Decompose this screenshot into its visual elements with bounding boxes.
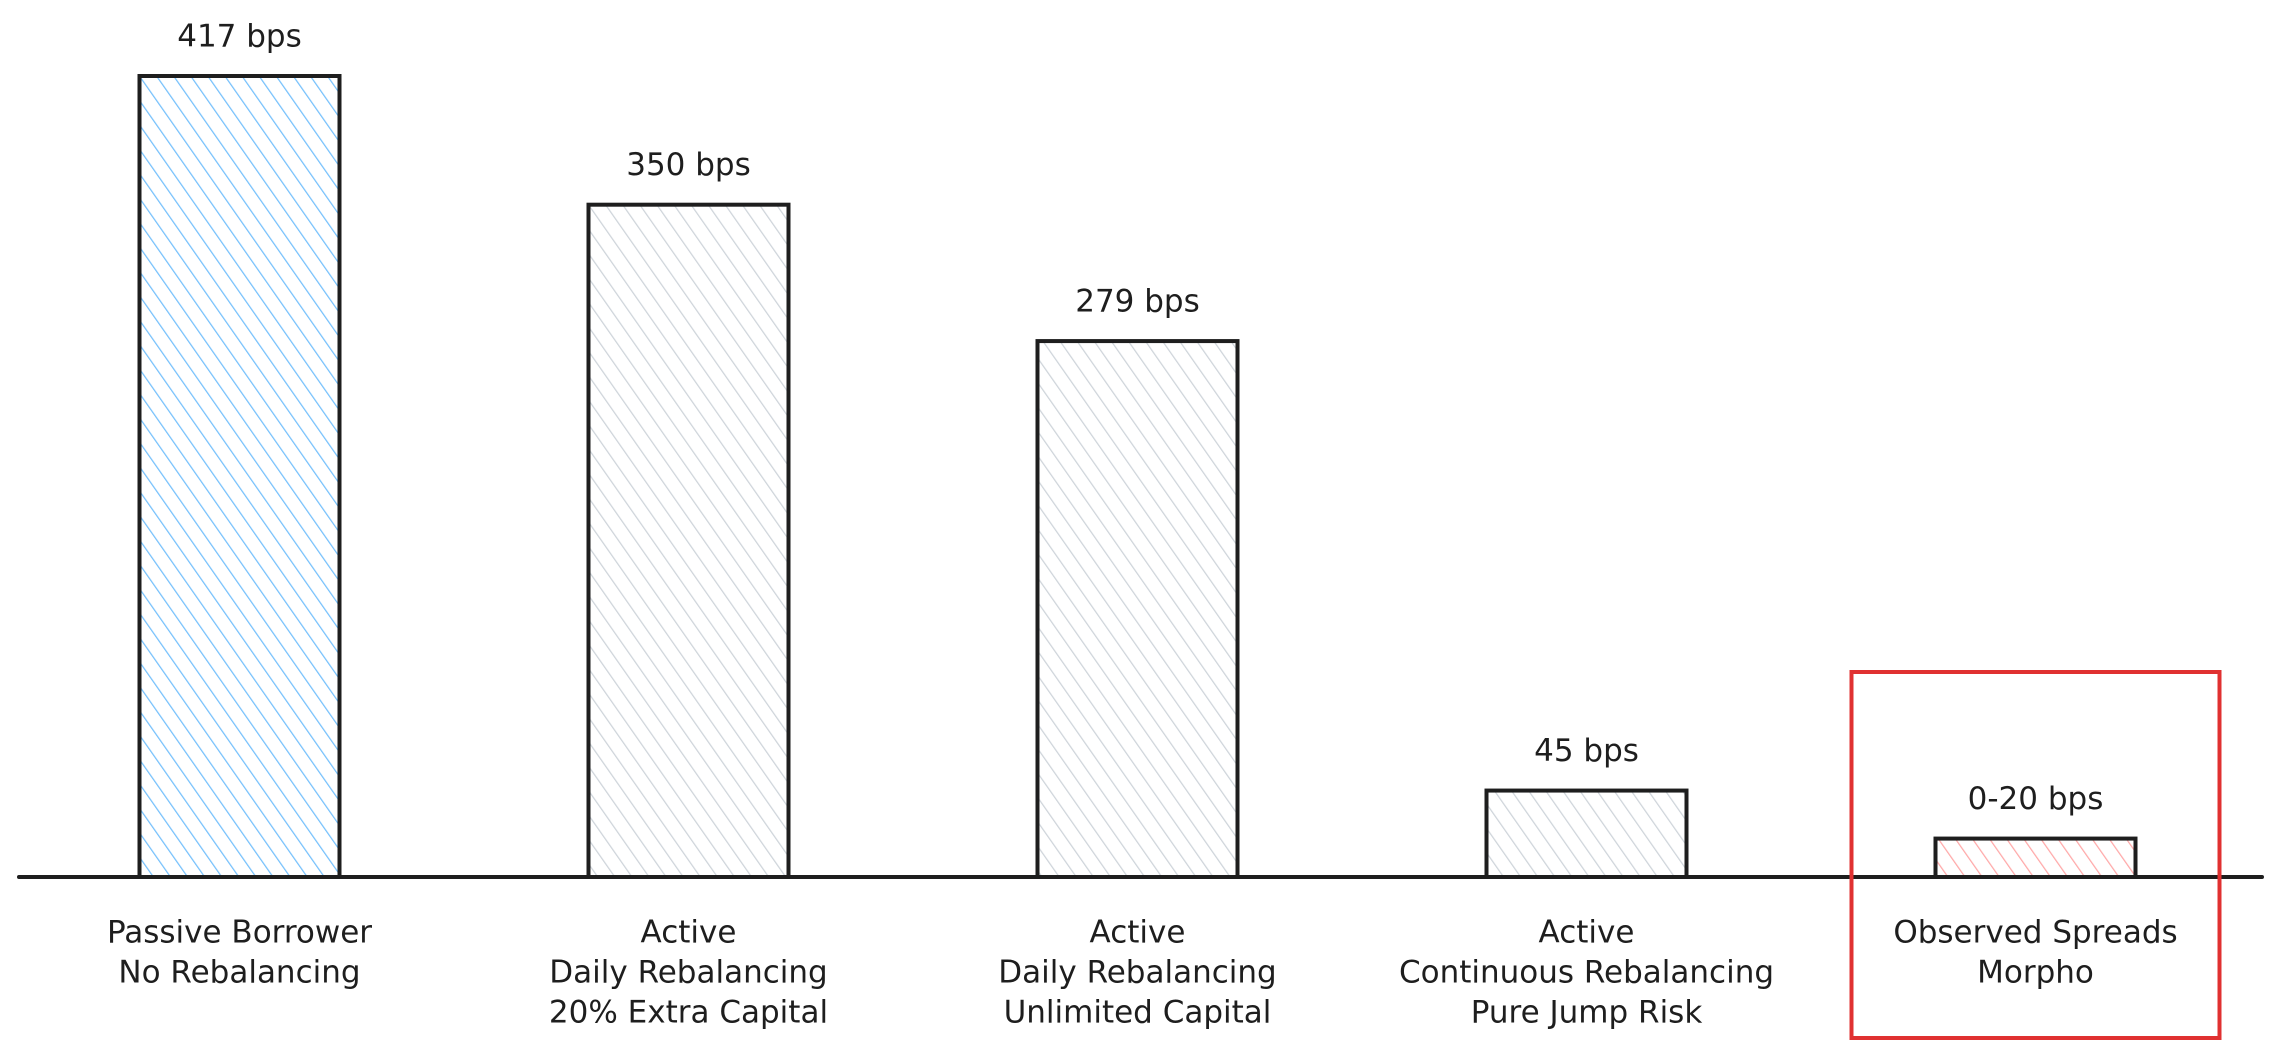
x-tick-label: Active <box>1090 915 1186 951</box>
x-tick-label: Active <box>1539 915 1635 951</box>
bar <box>586 202 791 880</box>
x-tick-label: Unlimited Capital <box>1004 995 1272 1031</box>
bar <box>1933 836 2138 880</box>
value-label: 0-20 bps <box>1968 781 2104 817</box>
x-tick-label: Active <box>641 915 737 951</box>
x-tick-label: Passive Borrower <box>107 915 372 951</box>
value-label: 417 bps <box>177 19 302 55</box>
bar <box>1484 788 1689 880</box>
bar <box>1035 339 1240 879</box>
x-tick-label: Daily Rebalancing <box>549 955 827 991</box>
x-tick-label: No Rebalancing <box>118 955 360 991</box>
value-label: 350 bps <box>626 147 751 183</box>
bar <box>137 74 342 879</box>
x-tick-label: Daily Rebalancing <box>998 955 1276 991</box>
value-label: 45 bps <box>1534 733 1639 769</box>
value-label: 279 bps <box>1075 284 1200 320</box>
x-tick-label: Pure Jump Risk <box>1471 995 1703 1031</box>
x-tick-label: Continuous Rebalancing <box>1399 955 1774 991</box>
x-tick-label: Morpho <box>1977 955 2094 991</box>
x-tick-label: 20% Extra Capital <box>549 995 828 1031</box>
x-tick-label: Observed Spreads <box>1893 915 2177 951</box>
highlight-box <box>1849 670 2222 1040</box>
